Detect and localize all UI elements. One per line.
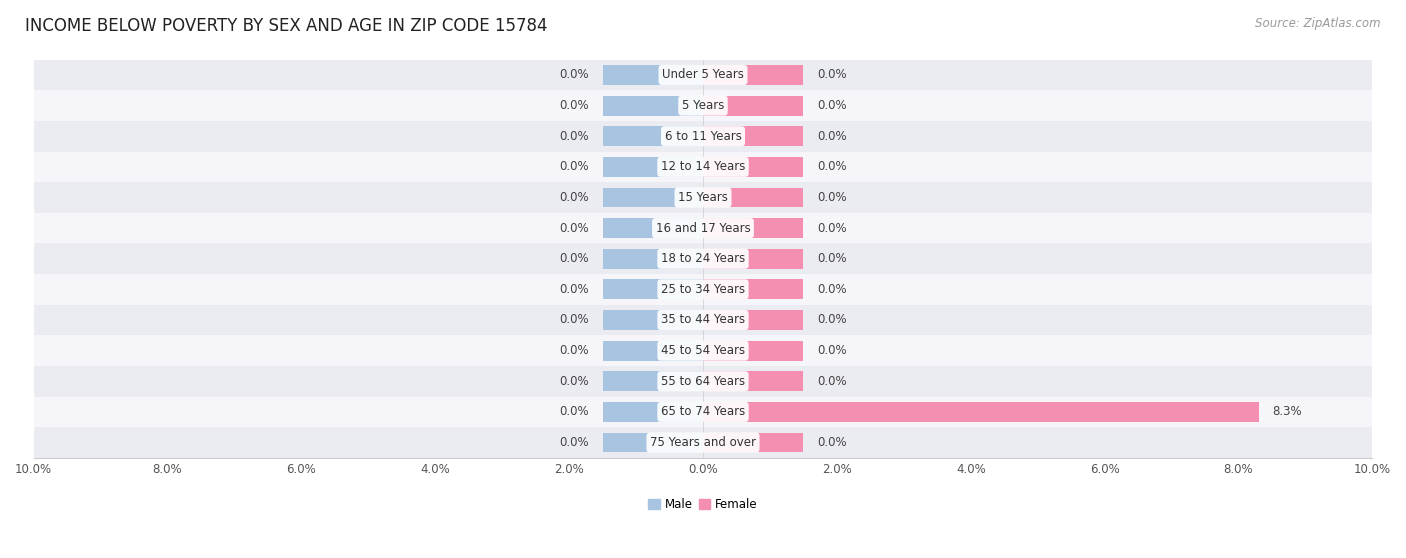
Bar — [603, 341, 703, 360]
Text: 0.0%: 0.0% — [817, 129, 846, 143]
Bar — [34, 152, 1372, 182]
Text: 0.0%: 0.0% — [560, 252, 589, 265]
Text: 0.0%: 0.0% — [817, 283, 846, 296]
Text: 0.0%: 0.0% — [560, 436, 589, 449]
Bar — [703, 95, 803, 116]
Bar — [34, 397, 1372, 427]
Bar — [703, 371, 803, 391]
Text: 5 Years: 5 Years — [682, 99, 724, 112]
Bar — [603, 432, 703, 453]
Text: 0.0%: 0.0% — [817, 99, 846, 112]
Text: INCOME BELOW POVERTY BY SEX AND AGE IN ZIP CODE 15784: INCOME BELOW POVERTY BY SEX AND AGE IN Z… — [25, 17, 548, 35]
Bar — [603, 95, 703, 116]
Bar — [34, 243, 1372, 274]
Text: 0.0%: 0.0% — [560, 160, 589, 174]
Text: 0.0%: 0.0% — [560, 406, 589, 418]
Bar — [703, 249, 803, 269]
Bar — [703, 218, 803, 238]
Text: 18 to 24 Years: 18 to 24 Years — [661, 252, 745, 265]
Bar — [34, 305, 1372, 335]
Text: 0.0%: 0.0% — [817, 222, 846, 234]
Text: 0.0%: 0.0% — [560, 375, 589, 388]
Bar — [703, 341, 803, 360]
Text: 8.3%: 8.3% — [1272, 406, 1302, 418]
Bar — [603, 310, 703, 330]
Bar — [34, 90, 1372, 121]
Bar — [34, 182, 1372, 213]
Bar — [603, 402, 703, 422]
Text: 0.0%: 0.0% — [817, 375, 846, 388]
Text: 15 Years: 15 Years — [678, 191, 728, 204]
Text: 0.0%: 0.0% — [560, 129, 589, 143]
Text: 35 to 44 Years: 35 to 44 Years — [661, 314, 745, 326]
Text: 0.0%: 0.0% — [817, 344, 846, 357]
Text: 0.0%: 0.0% — [560, 314, 589, 326]
Bar — [703, 280, 803, 299]
Text: 0.0%: 0.0% — [560, 283, 589, 296]
Bar — [34, 121, 1372, 152]
Bar — [34, 274, 1372, 305]
Text: 0.0%: 0.0% — [817, 69, 846, 81]
Bar — [603, 249, 703, 269]
Bar — [34, 335, 1372, 366]
Text: 25 to 34 Years: 25 to 34 Years — [661, 283, 745, 296]
Text: 55 to 64 Years: 55 to 64 Years — [661, 375, 745, 388]
Text: 0.0%: 0.0% — [560, 344, 589, 357]
Text: 0.0%: 0.0% — [560, 99, 589, 112]
Text: 6 to 11 Years: 6 to 11 Years — [665, 129, 741, 143]
Bar — [603, 187, 703, 208]
Bar — [703, 126, 803, 146]
Bar — [703, 187, 803, 208]
Bar — [34, 427, 1372, 458]
Text: 0.0%: 0.0% — [817, 160, 846, 174]
Text: 75 Years and over: 75 Years and over — [650, 436, 756, 449]
Bar — [703, 310, 803, 330]
Legend: Male, Female: Male, Female — [644, 493, 762, 516]
Bar — [703, 432, 803, 453]
Text: 0.0%: 0.0% — [560, 69, 589, 81]
Bar — [34, 60, 1372, 90]
Bar — [603, 157, 703, 177]
Text: Source: ZipAtlas.com: Source: ZipAtlas.com — [1256, 17, 1381, 30]
Text: 0.0%: 0.0% — [560, 222, 589, 234]
Text: 0.0%: 0.0% — [817, 314, 846, 326]
Text: 0.0%: 0.0% — [560, 191, 589, 204]
Bar — [603, 280, 703, 299]
Bar — [603, 371, 703, 391]
Bar — [703, 157, 803, 177]
Text: 0.0%: 0.0% — [817, 191, 846, 204]
Bar — [603, 218, 703, 238]
Bar — [34, 366, 1372, 397]
Text: 0.0%: 0.0% — [817, 436, 846, 449]
Bar — [603, 65, 703, 85]
Text: 65 to 74 Years: 65 to 74 Years — [661, 406, 745, 418]
Bar — [603, 126, 703, 146]
Bar — [703, 65, 803, 85]
Text: 45 to 54 Years: 45 to 54 Years — [661, 344, 745, 357]
Text: 12 to 14 Years: 12 to 14 Years — [661, 160, 745, 174]
Text: Under 5 Years: Under 5 Years — [662, 69, 744, 81]
Bar — [703, 402, 1258, 422]
Text: 16 and 17 Years: 16 and 17 Years — [655, 222, 751, 234]
Text: 0.0%: 0.0% — [817, 252, 846, 265]
Bar — [34, 213, 1372, 243]
